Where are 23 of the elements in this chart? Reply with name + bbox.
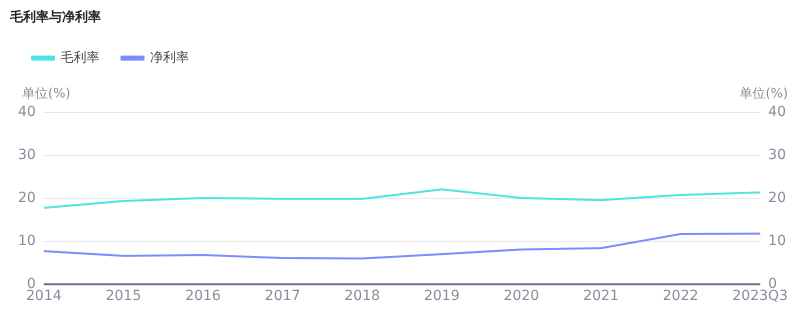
y2-tick-label: 40 bbox=[768, 104, 786, 120]
y-axis-title: 单位(%) bbox=[22, 86, 70, 102]
y2-tick-label: 10 bbox=[768, 232, 786, 249]
legend-label: 净利率 bbox=[150, 49, 189, 66]
x-tick-label: 2018 bbox=[344, 288, 380, 304]
x-tick-label: 2022 bbox=[662, 288, 698, 304]
y-tick-label: 10 bbox=[18, 232, 36, 249]
x-tick-label: 2021 bbox=[583, 288, 619, 304]
x-tick-label: 2016 bbox=[185, 288, 221, 304]
x-tick-label: 2014 bbox=[26, 288, 62, 304]
x-tick-label: 2020 bbox=[504, 288, 540, 304]
x-tick-label: 2023Q3 bbox=[732, 288, 788, 304]
legend-label: 毛利率 bbox=[60, 49, 100, 66]
chart-title: 毛利率与净利率 bbox=[9, 9, 101, 26]
x-tick-label: 2017 bbox=[264, 288, 300, 304]
x-tick-label: 2019 bbox=[424, 288, 460, 304]
y2-axis-title: 单位(%) bbox=[740, 86, 788, 102]
y-tick-label: 30 bbox=[18, 147, 36, 164]
y2-tick-label: 20 bbox=[768, 190, 786, 206]
y-tick-label: 20 bbox=[18, 190, 36, 206]
y-tick-label: 40 bbox=[18, 104, 36, 120]
x-tick-label: 2015 bbox=[106, 288, 142, 304]
y2-tick-label: 30 bbox=[768, 147, 786, 164]
